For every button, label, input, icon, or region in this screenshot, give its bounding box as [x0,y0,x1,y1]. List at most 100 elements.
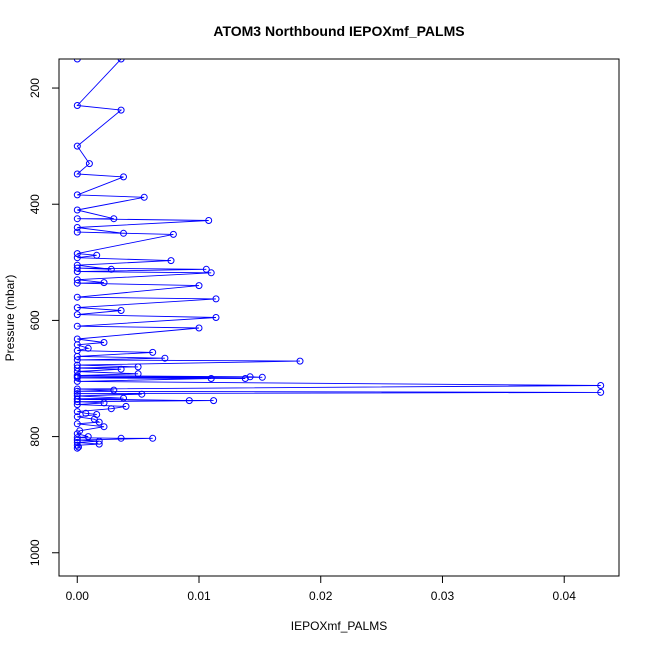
data-point [73,392,81,400]
data-point [195,282,203,290]
data-point [205,217,213,224]
x-tick-label: 0.01 [187,589,211,603]
data-point [120,173,127,181]
data-point [73,438,81,446]
data-point [73,191,81,199]
data-point [120,394,127,402]
chart-title: ATOM3 Northbound IEPOXmf_PALMS [213,23,464,39]
y-tick-label: 1000 [28,539,42,566]
data-point [167,257,175,265]
data-point [107,405,115,413]
data-point [117,307,125,314]
data-point [120,229,127,237]
data-point [73,264,81,272]
data-point [73,261,81,269]
x-axis-label: IEPOXmf_PALMS [291,619,387,633]
data-point [73,142,81,150]
data-point [161,354,169,362]
data-point [76,427,84,435]
x-tick-label: 0.03 [431,589,455,603]
data-point [100,423,108,431]
data-point [73,395,81,403]
data-point [73,356,81,364]
data-point [73,413,81,421]
y-tick-label: 600 [28,310,42,330]
data-point [73,228,81,236]
series-0 [73,59,605,452]
data-point [169,230,177,238]
data-point [134,363,142,371]
data-point [100,339,108,346]
data-point [149,348,157,356]
data-point [140,193,148,201]
y-tick-label: 800 [28,426,42,446]
data-point [73,224,81,231]
y-tick-label: 400 [28,194,42,214]
data-point [95,437,103,445]
data-point [117,106,125,114]
data-point [258,373,266,381]
data-point [73,250,81,258]
data-point [597,382,605,389]
data-point [73,434,81,442]
data-point [185,397,193,405]
y-tick-label: 200 [28,78,42,98]
data-point [84,433,92,441]
data-point [75,443,82,451]
x-axis: 0.00 0.01 0.02 0.03 0.04 [66,575,577,603]
x-tick-label: 0.04 [553,589,577,603]
data-point [73,279,81,287]
data-point [149,434,157,442]
data-point [73,170,81,178]
data-point [134,370,142,378]
data-point [95,440,103,448]
data-point [100,399,108,407]
y-axis: 200 400 600 800 1000 [28,78,60,566]
data-point [73,390,81,398]
data-point [117,59,125,63]
data-point [202,265,210,273]
data-point [73,361,81,369]
data-point [73,215,81,223]
plot-content [73,59,605,452]
data-point [210,397,218,405]
data-point [241,375,249,382]
data-point [73,206,81,214]
data-point [138,390,146,398]
data-point [73,304,81,312]
series-line [76,59,601,449]
data-point [207,269,215,277]
data-point [73,420,81,428]
data-point [73,322,81,330]
data-point [597,388,605,396]
y-axis-label: Pressure (mbar) [3,275,17,362]
data-point [73,364,81,372]
data-point [82,409,90,417]
data-point [207,375,215,382]
data-point [212,314,220,321]
data-point [100,279,108,287]
data-point [93,251,101,259]
data-point [73,293,81,301]
data-point [73,441,81,449]
data-point [122,402,130,410]
data-point [110,386,118,394]
data-point [73,387,81,395]
data-point [73,385,81,393]
data-point [93,411,101,418]
data-point [73,335,81,343]
data-point [117,434,125,442]
data-point [73,408,81,416]
data-point [84,344,92,352]
x-tick-label: 0.00 [66,589,90,603]
data-point [73,276,81,284]
data-point [117,365,125,373]
data-point [73,311,81,319]
data-point [73,254,81,262]
data-point [195,324,203,332]
data-point [110,215,118,223]
data-point [73,102,81,109]
data-point [107,265,115,273]
data-point [212,295,220,303]
